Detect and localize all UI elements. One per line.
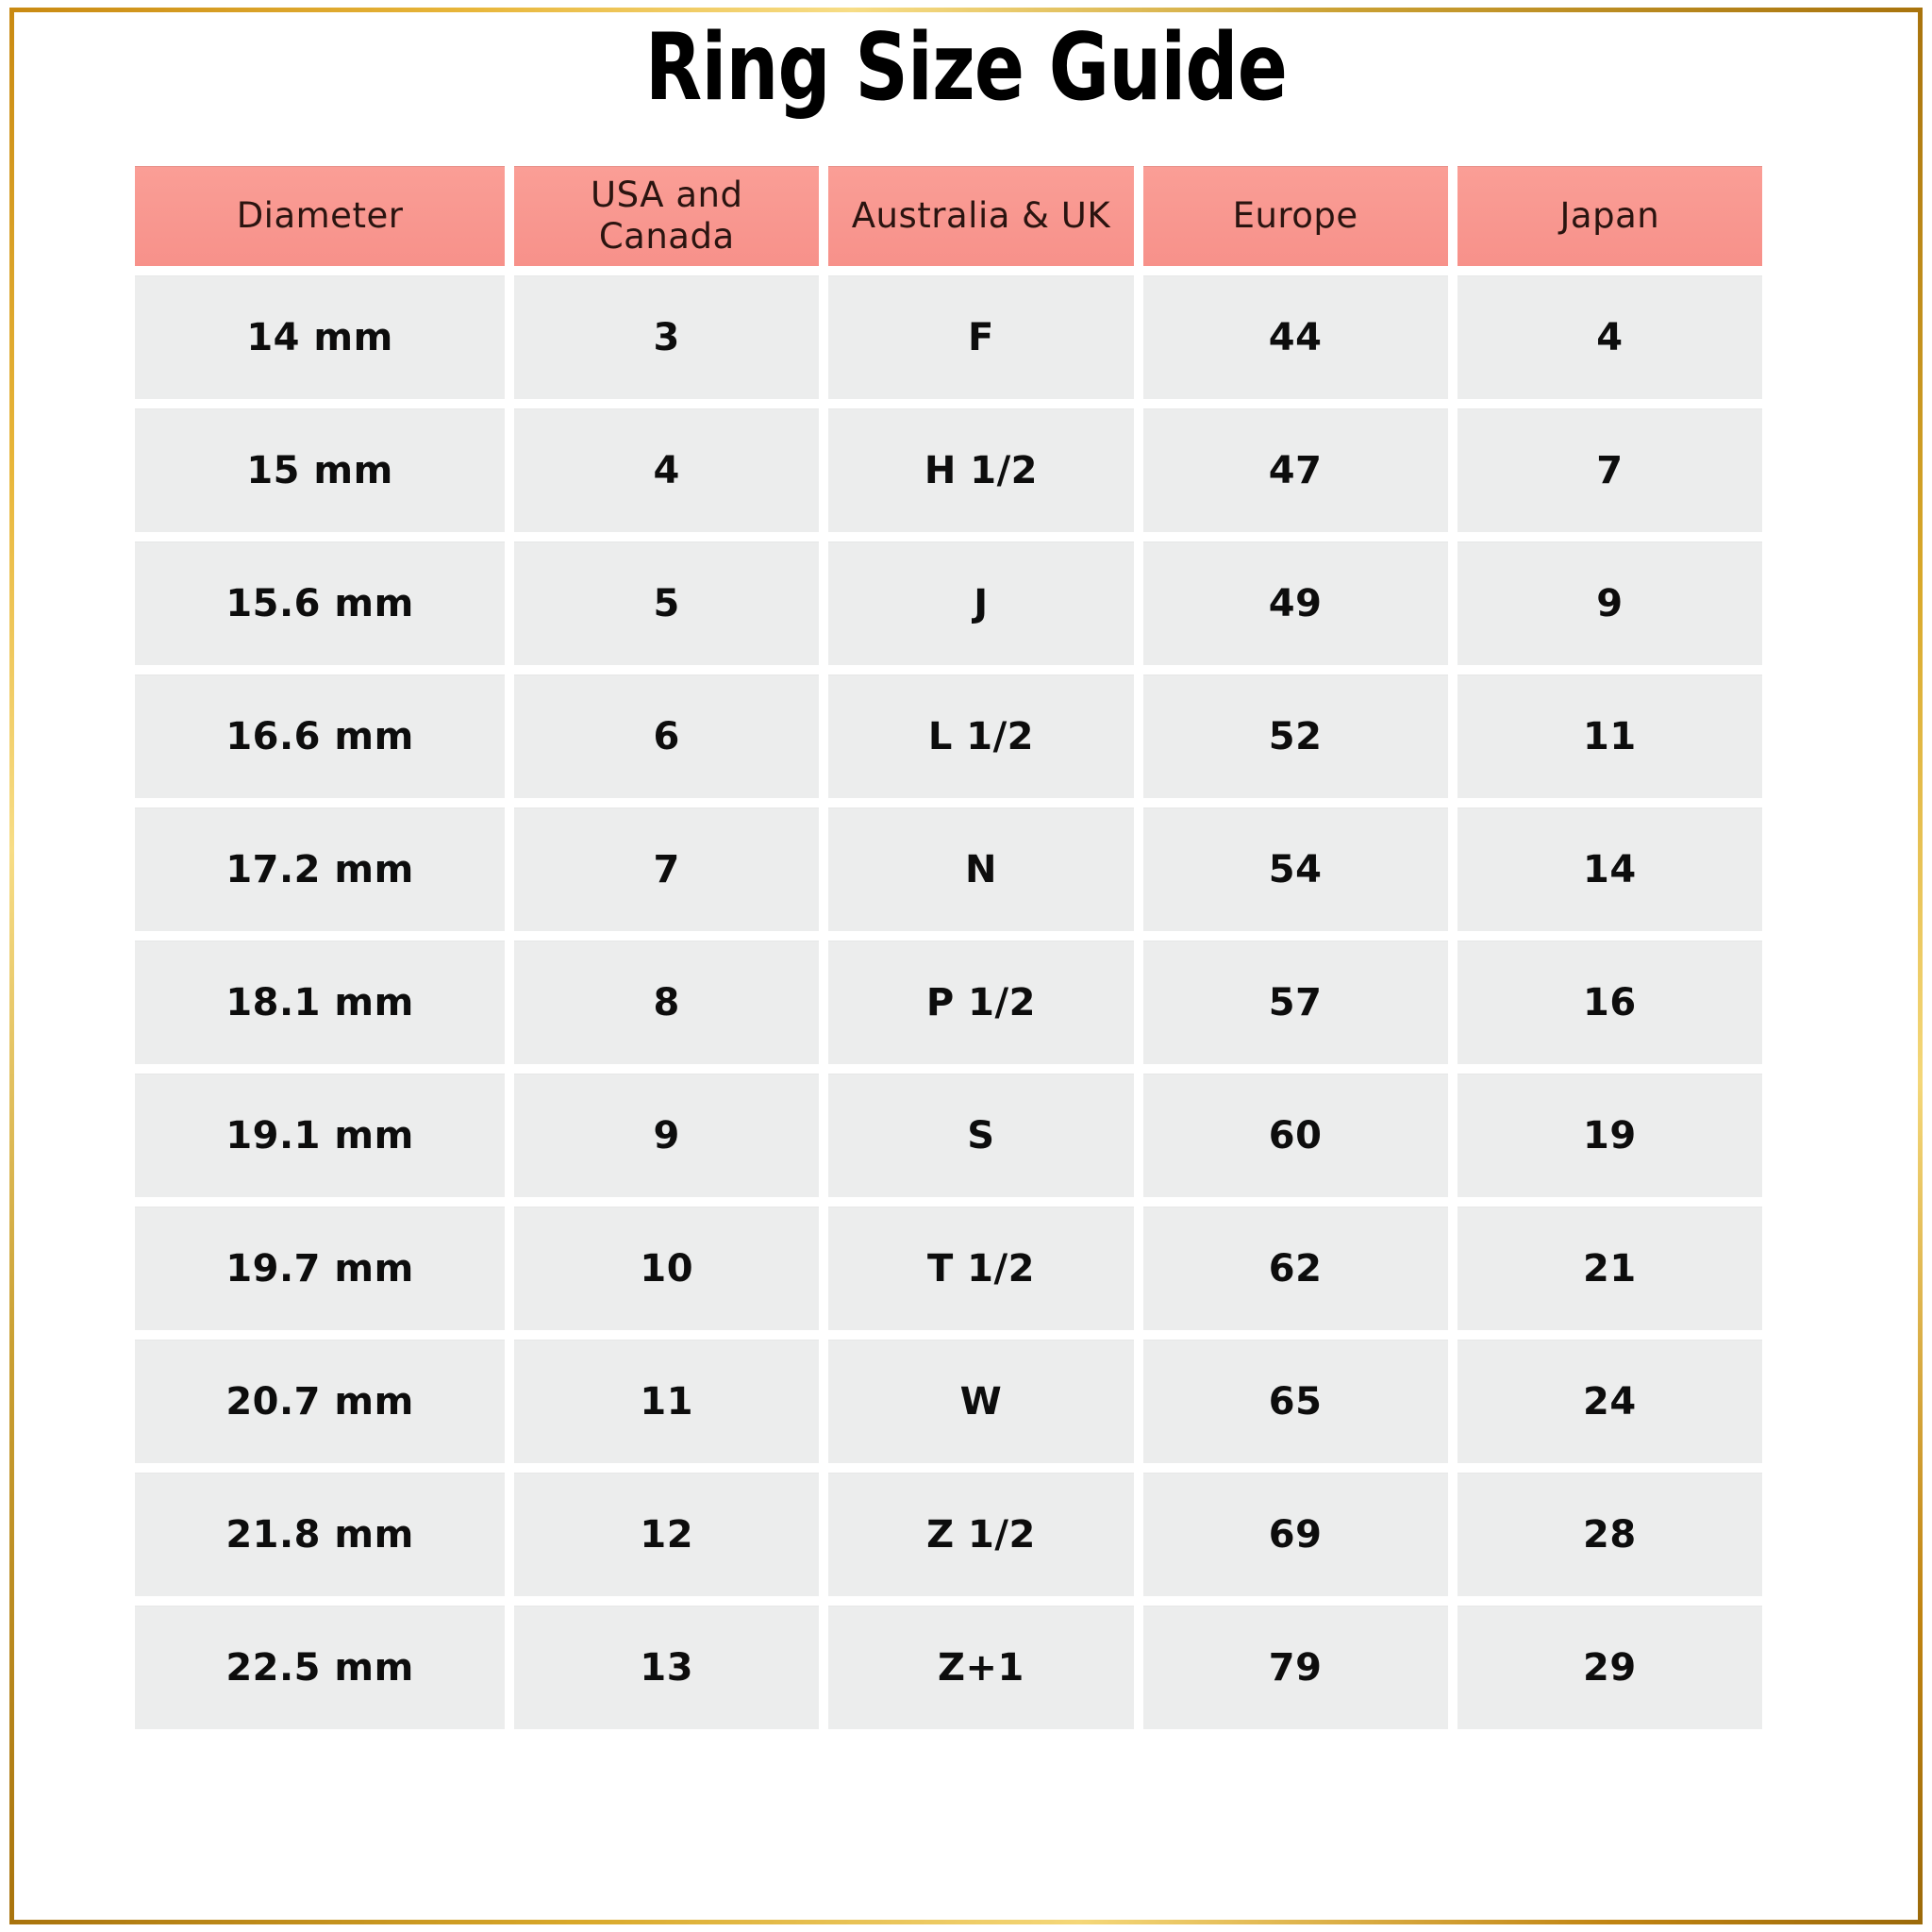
table-header: Diameter USA and Canada Australia & UK E…: [135, 166, 1762, 266]
cell-usa_canada: 11: [514, 1340, 820, 1463]
cell-diameter: 17.2 mm: [135, 808, 506, 931]
table-row: 19.7 mm 10 T 1/2 62 21: [135, 1207, 1762, 1330]
cell-usa_canada: 4: [514, 408, 820, 532]
cell-australia_uk: Z+1: [828, 1606, 1134, 1729]
column-header-japan: Japan: [1457, 166, 1762, 266]
table-row: 22.5 mm 13 Z+1 79 29: [135, 1606, 1762, 1729]
cell-japan: 4: [1457, 275, 1762, 399]
cell-japan: 29: [1457, 1606, 1762, 1729]
cell-diameter: 20.7 mm: [135, 1340, 506, 1463]
cell-australia_uk: T 1/2: [828, 1207, 1134, 1330]
cell-usa_canada: 8: [514, 941, 820, 1064]
cell-usa_canada: 12: [514, 1473, 820, 1596]
cell-europe: 54: [1142, 808, 1448, 931]
cell-europe: 65: [1142, 1340, 1448, 1463]
column-header-usa-canada-line1: USA and: [591, 175, 743, 216]
cell-diameter: 19.7 mm: [135, 1207, 506, 1330]
cell-europe: 47: [1142, 408, 1448, 532]
table-row: 21.8 mm 12 Z 1/2 69 28: [135, 1473, 1762, 1596]
cell-usa_canada: 3: [514, 275, 820, 399]
column-header-usa-canada-line2: Canada: [598, 216, 735, 257]
table-row: 17.2 mm 7 N 54 14: [135, 808, 1762, 931]
ring-size-table: Diameter USA and Canada Australia & UK E…: [125, 157, 1772, 1739]
cell-usa_canada: 7: [514, 808, 820, 931]
cell-europe: 49: [1142, 541, 1448, 665]
cell-diameter: 15 mm: [135, 408, 506, 532]
cell-australia_uk: S: [828, 1074, 1134, 1197]
cell-europe: 69: [1142, 1473, 1448, 1596]
cell-europe: 44: [1142, 275, 1448, 399]
cell-europe: 79: [1142, 1606, 1448, 1729]
cell-diameter: 22.5 mm: [135, 1606, 506, 1729]
table-row: 20.7 mm 11 W 65 24: [135, 1340, 1762, 1463]
cell-diameter: 15.6 mm: [135, 541, 506, 665]
cell-diameter: 19.1 mm: [135, 1074, 506, 1197]
cell-europe: 60: [1142, 1074, 1448, 1197]
table-row: 15 mm 4 H 1/2 47 7: [135, 408, 1762, 532]
cell-europe: 52: [1142, 675, 1448, 798]
cell-europe: 62: [1142, 1207, 1448, 1330]
cell-usa_canada: 6: [514, 675, 820, 798]
cell-diameter: 14 mm: [135, 275, 506, 399]
cell-australia_uk: H 1/2: [828, 408, 1134, 532]
cell-usa_canada: 13: [514, 1606, 820, 1729]
cell-australia_uk: W: [828, 1340, 1134, 1463]
table-row: 18.1 mm 8 P 1/2 57 16: [135, 941, 1762, 1064]
cell-japan: 16: [1457, 941, 1762, 1064]
cell-japan: 14: [1457, 808, 1762, 931]
table-row: 19.1 mm 9 S 60 19: [135, 1074, 1762, 1197]
cell-diameter: 18.1 mm: [135, 941, 506, 1064]
cell-diameter: 16.6 mm: [135, 675, 506, 798]
column-header-usa-canada: USA and Canada: [514, 166, 820, 266]
table-header-row: Diameter USA and Canada Australia & UK E…: [135, 166, 1762, 266]
cell-australia_uk: L 1/2: [828, 675, 1134, 798]
table-row: 14 mm 3 F 44 4: [135, 275, 1762, 399]
column-header-europe: Europe: [1142, 166, 1448, 266]
table-body: 14 mm 3 F 44 4 15 mm 4 H 1/2 47 7 15.6 mm 5 J 49 9 16.6…: [135, 275, 1762, 1729]
cell-australia_uk: Z 1/2: [828, 1473, 1134, 1596]
cell-australia_uk: F: [828, 275, 1134, 399]
page-title: Ring Size Guide: [644, 14, 1288, 122]
table-row: 15.6 mm 5 J 49 9: [135, 541, 1762, 665]
cell-japan: 24: [1457, 1340, 1762, 1463]
cell-japan: 21: [1457, 1207, 1762, 1330]
cell-japan: 28: [1457, 1473, 1762, 1596]
cell-japan: 19: [1457, 1074, 1762, 1197]
cell-australia_uk: P 1/2: [828, 941, 1134, 1064]
cell-japan: 11: [1457, 675, 1762, 798]
cell-europe: 57: [1142, 941, 1448, 1064]
cell-usa_canada: 9: [514, 1074, 820, 1197]
table-row: 16.6 mm 6 L 1/2 52 11: [135, 675, 1762, 798]
cell-japan: 7: [1457, 408, 1762, 532]
cell-australia_uk: N: [828, 808, 1134, 931]
cell-usa_canada: 5: [514, 541, 820, 665]
cell-australia_uk: J: [828, 541, 1134, 665]
cell-usa_canada: 10: [514, 1207, 820, 1330]
column-header-diameter: Diameter: [135, 166, 506, 266]
cell-japan: 9: [1457, 541, 1762, 665]
cell-diameter: 21.8 mm: [135, 1473, 506, 1596]
column-header-australia-uk: Australia & UK: [828, 166, 1134, 266]
